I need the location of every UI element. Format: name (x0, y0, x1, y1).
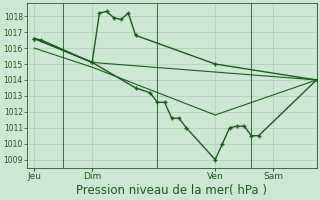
X-axis label: Pression niveau de la mer( hPa ): Pression niveau de la mer( hPa ) (76, 184, 267, 197)
